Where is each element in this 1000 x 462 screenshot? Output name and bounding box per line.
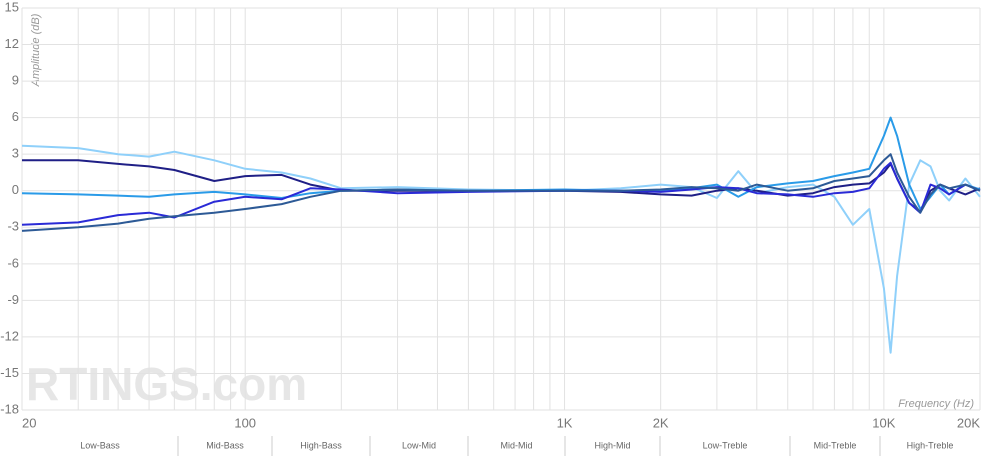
x-tick-label: 20K (957, 415, 980, 430)
y-tick-label: 6 (12, 109, 19, 124)
band-label: High-Treble (907, 440, 954, 450)
y-tick-label: -18 (0, 401, 19, 416)
x-tick-label: 2K (653, 415, 669, 430)
y-tick-label: -9 (7, 292, 19, 307)
band-label: Low-Bass (80, 440, 120, 450)
y-tick-label: -12 (0, 328, 19, 343)
band-label: Mid-Mid (500, 440, 532, 450)
y-axis-title: Amplitude (dB) (30, 13, 42, 87)
y-tick-label: 15 (5, 0, 19, 14)
y-tick-label: 9 (12, 73, 19, 88)
band-label: Low-Mid (402, 440, 436, 450)
band-label: Low-Treble (703, 440, 748, 450)
y-tick-label: 0 (12, 182, 19, 197)
y-tick-label: -3 (7, 219, 19, 234)
x-tick-label: 1K (557, 415, 573, 430)
line (22, 159, 981, 213)
watermark: RTINGS.com (26, 358, 307, 410)
y-tick-label: -15 (0, 365, 19, 380)
line (21, 116, 981, 210)
band-label: High-Mid (594, 440, 630, 450)
line (21, 153, 981, 232)
line (21, 144, 981, 354)
y-tick-label: 12 (5, 36, 19, 51)
x-axis-title: Frequency (Hz) (898, 398, 974, 410)
band-label: Mid-Bass (206, 440, 244, 450)
y-tick-label: -6 (7, 255, 19, 270)
x-tick-label: 100 (234, 415, 256, 430)
line (21, 161, 981, 226)
y-tick-label: 3 (12, 146, 19, 161)
x-tick-label: 10K (872, 415, 895, 430)
band-label: High-Bass (300, 440, 342, 450)
band-label: Mid-Treble (814, 440, 857, 450)
x-tick-label: 20 (22, 415, 36, 430)
